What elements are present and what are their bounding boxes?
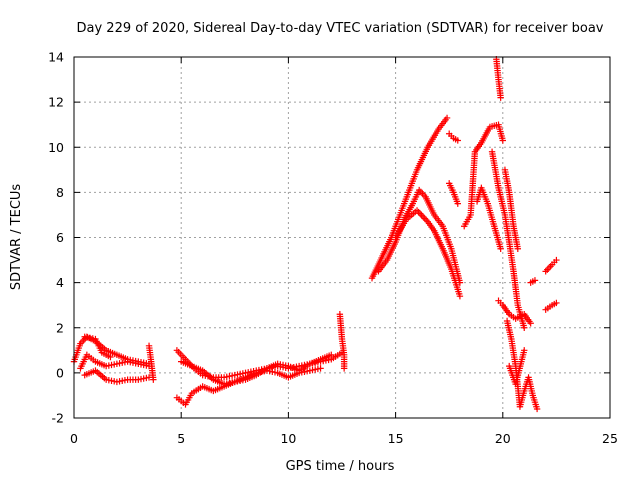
series-arc-c [81,367,153,386]
axes: 0 5 10 15 20 25 -2 0 2 4 6 8 10 12 14 [48,50,618,447]
series-arc-y [542,256,560,275]
data-point [443,114,451,122]
y-tick-label: 14 [48,50,64,65]
x-tick-label: 20 [495,431,511,446]
data-point [107,353,114,361]
x-tick-label: 15 [388,431,404,446]
series-arc-w [527,277,539,286]
series-arc-x [542,299,560,313]
series-arc-s [495,297,534,327]
series-arc-i [336,311,348,372]
y-axis-label: SDTVAR / TECUs [9,184,24,291]
data-point [419,213,427,221]
data-point [454,200,461,207]
series-arc-m [446,130,461,144]
series-arc-q [493,56,504,101]
data-point [497,245,504,252]
data-point [415,208,422,216]
y-tick-label: 12 [48,95,64,110]
data-point [521,347,528,354]
data-point [497,94,504,101]
data-point [454,137,461,144]
data-point [553,299,560,307]
data-point [533,405,541,413]
x-tick-label: 10 [280,431,296,446]
series-arc-r [488,148,528,331]
data-point [531,277,539,284]
data-point [514,245,522,252]
data-point [317,365,324,372]
data-point [150,376,157,383]
x-tick-label: 5 [177,431,185,446]
data-point [328,351,335,359]
data-point [340,365,348,372]
y-tick-label: 4 [56,275,64,290]
data-point [521,324,528,331]
series-arc-e [145,342,157,383]
series-arc-b [77,351,153,372]
series-arc-o [461,121,506,230]
series-arc-t [501,166,522,252]
x-tick-label: 25 [602,431,618,446]
y-tick-label: 10 [48,140,64,155]
series-arc-v [506,347,528,388]
y-tick-label: 6 [56,230,64,245]
chart-title: Day 229 of 2020, Sidereal Day-to-day VTE… [77,21,604,36]
x-tick-label: 0 [70,431,78,446]
series-arc-f [173,347,346,381]
data-point [553,256,560,264]
series-arc-l [392,207,464,300]
y-tick-label: 8 [56,185,64,200]
y-tick-label: -2 [52,411,64,426]
data-point [499,137,506,144]
series-arc-d [81,333,114,361]
series-arc-n [446,180,461,207]
series-arc-j [368,114,451,282]
data-point [421,215,428,222]
data-point [418,212,425,219]
y-tick-label: 0 [56,365,64,380]
data-point [456,292,464,300]
series-arc-p [473,184,504,252]
data-points [70,56,560,413]
x-axis-label: GPS time / hours [286,459,395,474]
series-arc-h [173,365,324,408]
data-point [527,320,534,327]
y-tick-label: 2 [56,320,64,335]
